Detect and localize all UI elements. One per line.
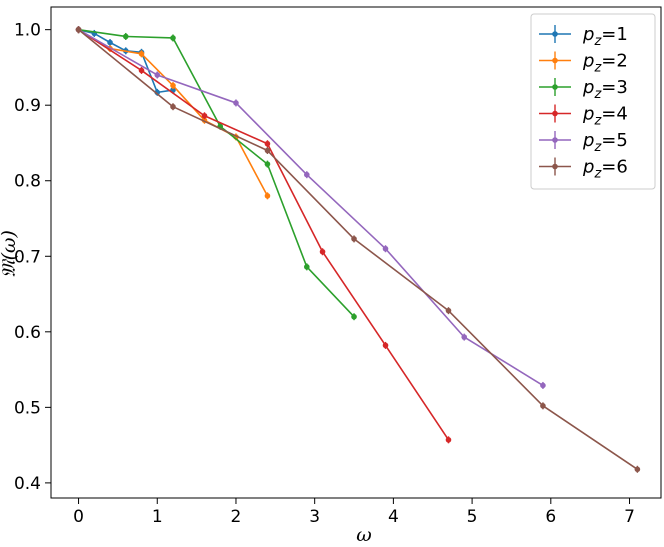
data-point	[154, 72, 161, 78]
x-tick-label: 3	[309, 507, 320, 527]
data-point	[540, 382, 546, 389]
legend-box	[530, 13, 656, 190]
data-point	[138, 51, 145, 57]
legend-item: pz=6	[539, 157, 628, 182]
legend-label: pz=2	[582, 51, 628, 76]
y-axis-label: 𝔐(ω)	[0, 230, 20, 278]
y-axis-ticks: 0.4 0.5 0.6 0.7 0.8 0.9 1.0	[14, 21, 51, 494]
data-point	[107, 39, 113, 46]
y-tick-label: 0.4	[14, 474, 41, 494]
legend-item: pz=4	[539, 104, 628, 129]
legend-label-suffix: =4	[601, 104, 628, 125]
series-6	[75, 26, 641, 473]
data-point	[445, 307, 452, 314]
y-tick-label: 0.7	[14, 247, 41, 267]
legend-label-base: p	[582, 157, 594, 178]
legend-label: pz=6	[582, 157, 628, 182]
legend-label-subscript: z	[593, 87, 602, 102]
legend-swatch-marker	[552, 57, 558, 64]
x-tick-label: 5	[467, 507, 478, 527]
series-layer	[75, 26, 641, 473]
legend-label-base: p	[582, 77, 594, 98]
legend-label: pz=4	[582, 104, 628, 129]
data-point	[264, 193, 271, 199]
legend-label-suffix: =2	[601, 51, 628, 72]
y-tick-label: 0.5	[14, 398, 41, 418]
y-tick-label: 0.9	[14, 96, 41, 116]
data-point	[201, 112, 208, 119]
legend-label-suffix: =1	[601, 24, 628, 45]
legend-label-base: p	[582, 51, 594, 72]
data-point	[634, 466, 641, 473]
legend-label-suffix: =3	[601, 77, 628, 98]
legend-label-base: p	[582, 24, 594, 45]
data-point	[264, 147, 271, 154]
data-point	[304, 264, 310, 270]
legend-label-subscript: z	[593, 167, 602, 182]
data-point	[75, 26, 82, 33]
legend-label-subscript: z	[593, 114, 602, 129]
data-point	[461, 334, 468, 340]
legend-label-subscript: z	[593, 34, 602, 49]
x-tick-label: 0	[73, 507, 84, 527]
data-point	[351, 236, 357, 242]
data-point	[445, 437, 452, 443]
data-point	[540, 403, 546, 409]
y-tick-label: 0.8	[14, 172, 41, 192]
x-axis-ticks: 0 1 2 3 4 5 6 7	[73, 498, 635, 527]
legend-label: pz=5	[582, 130, 628, 155]
data-point	[382, 342, 389, 349]
legend-label-suffix: =5	[601, 130, 628, 151]
data-point	[170, 82, 176, 89]
legend-swatch-marker	[552, 84, 558, 90]
legend-swatch-marker	[552, 31, 558, 37]
data-point	[319, 248, 326, 255]
data-point	[264, 140, 271, 147]
legend-label-suffix: =6	[601, 157, 628, 178]
x-tick-label: 1	[152, 507, 163, 527]
y-tick-label: 1.0	[14, 21, 41, 41]
legend-item: pz=3	[539, 77, 628, 102]
data-point	[304, 171, 310, 178]
series-4	[75, 26, 452, 444]
legend-swatch-marker	[552, 163, 558, 170]
legend-label: pz=1	[582, 24, 628, 49]
legend-item: pz=1	[539, 24, 628, 49]
legend-item: pz=2	[539, 51, 628, 76]
x-tick-label: 2	[231, 507, 242, 527]
legend-swatch-marker	[552, 110, 558, 117]
data-point	[351, 313, 357, 320]
legend-label: pz=3	[582, 77, 628, 102]
x-axis-label: ω	[356, 524, 372, 546]
data-point	[264, 161, 271, 167]
legend-swatch-marker	[552, 137, 558, 143]
legend: pz=1pz=2pz=3pz=4pz=5pz=6	[530, 13, 656, 190]
data-point	[233, 100, 239, 106]
series-5	[75, 26, 546, 389]
x-tick-label: 6	[545, 507, 556, 527]
legend-label-subscript: z	[593, 140, 602, 155]
x-tick-label: 4	[388, 507, 399, 527]
y-tick-label: 0.6	[14, 323, 41, 343]
legend-label-base: p	[582, 130, 594, 151]
x-tick-label: 7	[624, 507, 635, 527]
data-point	[138, 67, 145, 74]
data-point	[170, 35, 176, 41]
data-point	[122, 33, 129, 40]
data-point	[170, 103, 176, 110]
legend-label-base: p	[582, 104, 594, 125]
data-point	[382, 245, 389, 252]
legend-label-subscript: z	[593, 61, 602, 76]
legend-item: pz=5	[539, 130, 628, 155]
